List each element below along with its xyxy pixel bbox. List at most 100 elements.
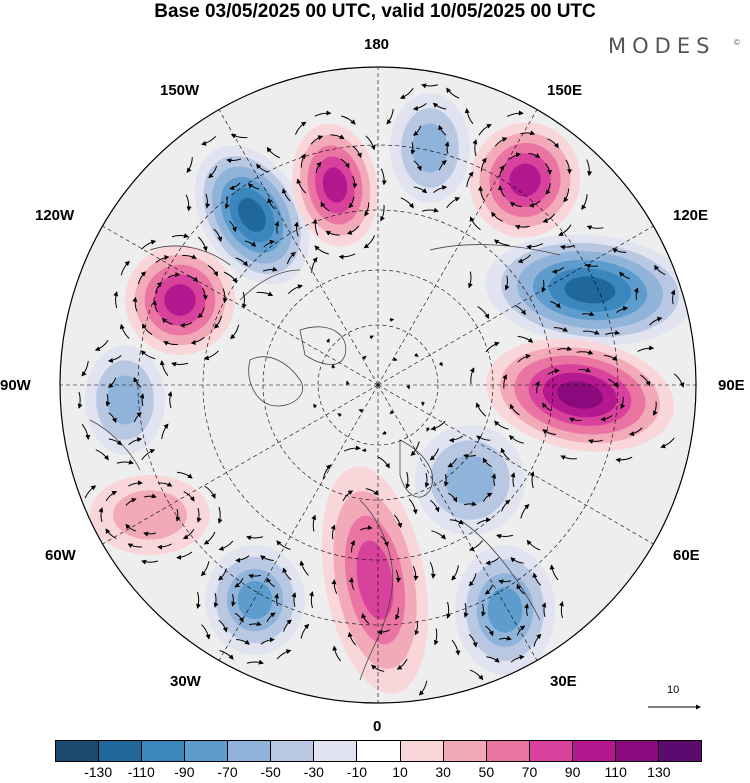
wind-arrow bbox=[187, 275, 199, 283]
coastline bbox=[299, 326, 347, 365]
wind-arrow bbox=[534, 380, 540, 394]
wind-arrow bbox=[314, 110, 332, 117]
wind-arrow bbox=[294, 121, 307, 135]
colorbar-swatch bbox=[228, 741, 272, 761]
wind-arrow bbox=[549, 564, 559, 581]
wind-arrow bbox=[541, 279, 547, 293]
wind-arrow bbox=[468, 540, 484, 552]
wind-arrow bbox=[424, 472, 430, 488]
wind-arrow bbox=[300, 623, 310, 639]
wind-arrow bbox=[653, 401, 658, 416]
wind-arrow bbox=[412, 102, 427, 111]
wind-arrow bbox=[526, 539, 541, 551]
meridian-line bbox=[102, 225, 379, 386]
wind-arrow bbox=[348, 577, 355, 590]
wind-arrow bbox=[177, 471, 193, 479]
lon-label-30w: 30W bbox=[170, 673, 201, 690]
wind-arrow bbox=[526, 243, 543, 250]
wind-arrow bbox=[213, 592, 219, 608]
wind-arrow bbox=[190, 337, 205, 345]
wind-arrow bbox=[520, 504, 530, 519]
lon-label-60w: 60W bbox=[45, 547, 76, 564]
wind-arrow bbox=[586, 225, 604, 231]
wind-arrow bbox=[629, 427, 643, 437]
wind-arrow bbox=[205, 193, 211, 209]
wind-arrow bbox=[508, 434, 524, 444]
wind-arrow bbox=[448, 492, 458, 503]
wind-arrow bbox=[113, 291, 118, 309]
wind-arrow bbox=[171, 362, 189, 367]
wind-arrow bbox=[431, 530, 446, 540]
wind-arrow bbox=[380, 168, 387, 186]
wind-arrow bbox=[300, 153, 306, 168]
wind-arrow bbox=[469, 367, 475, 384]
anomaly-contour bbox=[564, 276, 616, 304]
colorbar-swatch bbox=[314, 741, 358, 761]
wind-arrow bbox=[412, 566, 419, 581]
wind-arrow bbox=[498, 579, 511, 585]
wind-arrow bbox=[620, 396, 626, 410]
wind-arrow bbox=[542, 213, 556, 223]
wind-arrow bbox=[364, 202, 370, 217]
wind-arrow bbox=[444, 141, 450, 154]
lon-label-60e: 60E bbox=[673, 547, 700, 564]
lon-label-0: 0 bbox=[373, 718, 382, 735]
wind-arrow bbox=[291, 592, 297, 608]
colorbar-swatch bbox=[271, 741, 315, 761]
wind-arrow bbox=[517, 353, 531, 363]
wind-arrow bbox=[224, 271, 238, 284]
colorbar-swatch bbox=[658, 741, 701, 761]
wind-arrow bbox=[322, 464, 332, 480]
wind-arrow bbox=[276, 649, 292, 660]
wind-arrow bbox=[235, 555, 250, 563]
wind-arrow bbox=[246, 659, 264, 665]
wind-arrow bbox=[151, 299, 159, 313]
wind-arrow bbox=[444, 474, 449, 487]
wind-arrow bbox=[413, 160, 422, 172]
wind-arrow bbox=[81, 423, 91, 440]
wind-arrow bbox=[222, 288, 228, 304]
wind-arrow bbox=[551, 267, 564, 274]
wind-arrow bbox=[501, 499, 511, 512]
wind-arrow bbox=[203, 350, 219, 361]
wind-arrow bbox=[266, 146, 280, 159]
wind-arrow bbox=[583, 330, 600, 335]
colorbar-tick-label: 130 bbox=[647, 764, 671, 780]
wind-arrow bbox=[276, 540, 291, 550]
coastline bbox=[429, 244, 561, 256]
wind-arrow bbox=[468, 634, 478, 648]
colorbar-swatch bbox=[185, 741, 229, 761]
wind-arrow bbox=[141, 448, 156, 461]
wind-arrow bbox=[144, 493, 157, 499]
wind-arrow bbox=[485, 625, 494, 637]
wind-arrow bbox=[119, 323, 130, 339]
latitude-circle bbox=[137, 144, 619, 626]
wind-arrow bbox=[352, 175, 358, 189]
wind-arrow bbox=[360, 525, 373, 531]
wind-arrow bbox=[365, 135, 376, 151]
wind-arrow bbox=[161, 423, 169, 440]
latitude-circle bbox=[262, 269, 494, 501]
anomaly-contour bbox=[509, 163, 541, 197]
wind-arrow bbox=[362, 355, 367, 360]
wind-arrow bbox=[496, 534, 514, 539]
wind-arrow bbox=[510, 472, 516, 488]
wind-arrow bbox=[369, 335, 374, 340]
wind-arrow bbox=[218, 619, 228, 633]
wind-arrow bbox=[343, 445, 361, 452]
wind-arrow bbox=[447, 458, 458, 468]
wind-arrow bbox=[120, 260, 130, 276]
wind-arrow bbox=[464, 501, 477, 506]
wind-arrow bbox=[348, 196, 355, 209]
wind-arrow bbox=[157, 543, 172, 550]
wind-arrow bbox=[605, 330, 621, 336]
wind-arrow bbox=[581, 194, 588, 210]
coastline bbox=[248, 356, 303, 407]
wind-arrow bbox=[382, 430, 387, 435]
wind-arrow bbox=[358, 408, 364, 413]
wind-arrow bbox=[463, 454, 476, 459]
meridian-line bbox=[377, 384, 654, 545]
wind-arrow bbox=[308, 591, 314, 609]
anomaly-contour bbox=[238, 198, 266, 232]
latitude-circle bbox=[202, 209, 554, 561]
